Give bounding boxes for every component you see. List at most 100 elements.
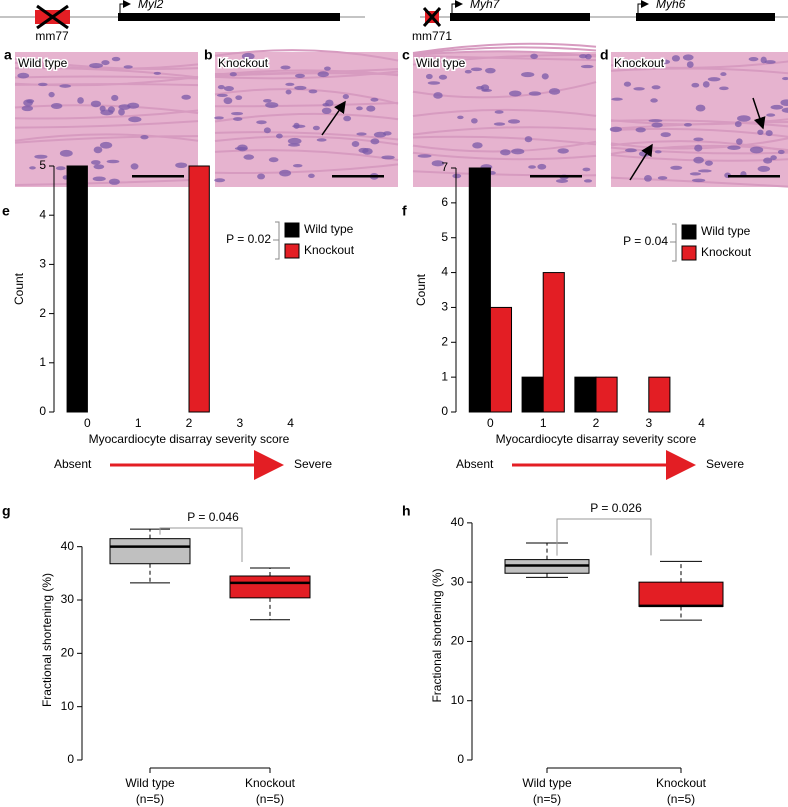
nucleus: [693, 156, 704, 164]
nucleus: [294, 85, 307, 90]
nucleus: [555, 179, 569, 183]
p-bracket: [670, 223, 677, 262]
bar: [468, 167, 491, 413]
fiber: [412, 50, 597, 58]
p-value: P = 0.02: [226, 232, 271, 246]
y-tick-label: 1: [441, 369, 448, 383]
fiber: [14, 67, 199, 79]
nucleus: [609, 126, 622, 133]
gene-bar: [118, 13, 340, 21]
y-tick-label: 3: [39, 257, 46, 271]
nucleus: [697, 169, 712, 173]
panel-letter: a: [4, 47, 12, 63]
x-axis-label: Myocardiocyte disarray severity score: [496, 432, 697, 446]
y-tick-label: 0: [441, 404, 448, 418]
p-value: P = 0.04: [623, 234, 668, 248]
legend-swatch: [681, 245, 697, 261]
y-tick-label: 10: [451, 693, 465, 707]
y-tick-label: 1: [39, 355, 46, 369]
sample-size: (n=5): [667, 792, 695, 806]
nucleus: [782, 77, 788, 81]
box: [109, 538, 191, 565]
nucleus: [683, 123, 692, 127]
nucleus: [580, 64, 594, 69]
nucleus: [217, 85, 225, 90]
fiber: [610, 140, 788, 153]
nucleus: [92, 176, 106, 182]
nucleus: [316, 138, 327, 142]
x-tick-label: 4: [698, 416, 705, 430]
nucleus: [257, 173, 266, 180]
nucleus: [693, 137, 704, 142]
nucleus: [59, 149, 73, 157]
nucleus: [650, 98, 658, 103]
fiber: [14, 75, 199, 87]
deletion-label: mm771: [412, 29, 452, 43]
nucleus: [111, 94, 119, 102]
nucleus: [694, 144, 703, 152]
y-tick-label: 10: [61, 699, 75, 713]
x-tick-label: 1: [540, 416, 547, 430]
nucleus: [766, 113, 776, 117]
nucleus: [427, 81, 441, 85]
nucleus: [584, 53, 592, 60]
bar: [521, 376, 544, 413]
nucleus: [765, 130, 773, 137]
nucleus: [528, 91, 542, 96]
nucleus: [481, 88, 493, 92]
nucleus: [780, 99, 788, 106]
fiber: [412, 135, 597, 146]
y-tick-label: 30: [61, 592, 75, 606]
bar: [595, 376, 618, 413]
nucleus: [431, 160, 445, 167]
nucleus: [763, 157, 773, 164]
fiber: [412, 108, 597, 117]
nucleus: [55, 166, 66, 171]
nucleus: [280, 65, 291, 70]
nucleus: [140, 134, 149, 140]
y-tick-label: 2: [39, 306, 46, 320]
nucleus: [472, 142, 483, 149]
nucleus: [279, 169, 292, 177]
nucleus: [29, 166, 36, 170]
nucleus: [356, 106, 363, 111]
nucleus: [452, 173, 462, 179]
fiber: [14, 178, 199, 187]
scale-end: Severe: [706, 457, 744, 471]
nucleus: [231, 111, 244, 116]
y-axis-label: Count: [12, 272, 26, 305]
nucleus: [48, 91, 55, 98]
nucleus: [689, 172, 702, 176]
nucleus: [764, 60, 776, 64]
y-tick-label: 40: [451, 515, 465, 529]
bar: [66, 165, 88, 413]
nucleus: [175, 162, 188, 169]
x-tick-label: 2: [593, 416, 600, 430]
nucleus: [528, 165, 536, 169]
nucleus: [356, 132, 367, 136]
fiber: [14, 133, 199, 142]
nucleus: [285, 89, 292, 95]
nucleus: [90, 160, 101, 165]
nucleus: [648, 119, 663, 123]
nucleus: [457, 115, 464, 120]
fiber: [412, 42, 597, 55]
p-bracket: [273, 221, 280, 260]
nucleus: [99, 141, 113, 149]
x-tick-label: Knockout: [245, 776, 296, 790]
image-label: Knockout: [614, 56, 665, 70]
nucleus: [582, 167, 591, 172]
nucleus: [325, 99, 334, 107]
nucleus: [93, 164, 105, 170]
nucleus: [500, 149, 511, 156]
nucleus: [719, 86, 729, 91]
nucleus: [633, 87, 645, 91]
fiber: [14, 57, 199, 70]
y-tick-label: 4: [39, 207, 46, 221]
label-bg: Knockout: [218, 56, 269, 70]
image-label: Knockout: [218, 56, 269, 70]
sample-size: (n=5): [533, 792, 561, 806]
fiber: [610, 67, 788, 75]
gene-label: Myh7: [470, 0, 501, 11]
